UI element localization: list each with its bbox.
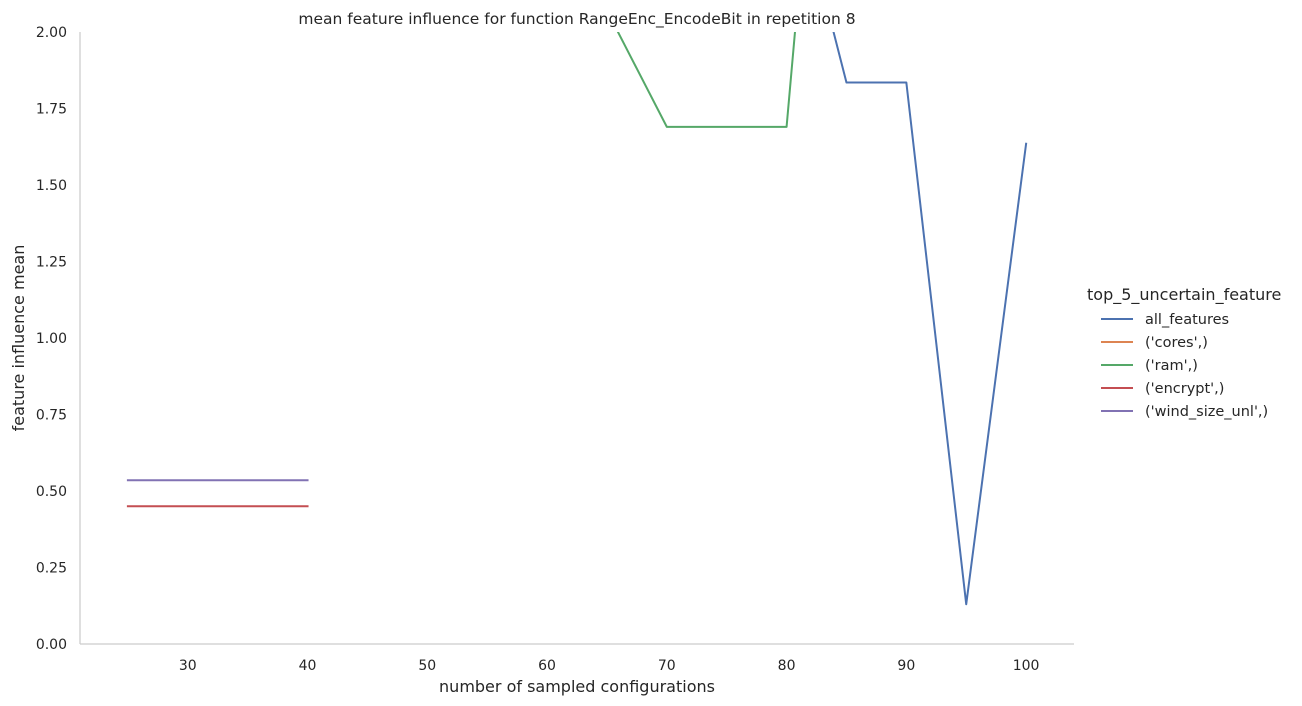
y-tick-label: 0.50 — [36, 484, 67, 500]
y-tick-label: 1.00 — [36, 331, 67, 347]
series-line-0 — [832, 32, 1028, 606]
series-line-2 — [616, 32, 796, 128]
x-tick-label: 60 — [538, 658, 556, 674]
y-tick-label: 2.00 — [36, 25, 67, 41]
legend: top_5_uncertain_feature all_features ('co… — [1087, 285, 1281, 420]
x-axis-label: number of sampled configurations — [439, 677, 715, 696]
legend-title: top_5_uncertain_feature — [1087, 285, 1281, 305]
y-tick-labels: 0.00 0.25 0.50 0.75 1.00 1.25 1.50 1.75 2.00 — [36, 25, 67, 653]
series-layer — [126, 32, 1028, 606]
x-tick-labels: 30 40 50 60 70 80 90 100 — [179, 658, 1040, 674]
y-tick-label: 0.75 — [36, 408, 67, 424]
chart-title: mean feature influence for function Rang… — [298, 10, 855, 29]
x-tick-label: 50 — [418, 658, 436, 674]
x-tick-label: 100 — [1013, 658, 1040, 674]
legend-label: ('cores',) — [1145, 335, 1208, 351]
legend-items: all_features ('cores',) ('ram',) ('encrypt'… — [1101, 312, 1268, 420]
legend-label: all_features — [1145, 312, 1229, 328]
legend-label: ('ram',) — [1145, 358, 1198, 374]
y-tick-label: 1.50 — [36, 178, 67, 194]
legend-label: ('encrypt',) — [1145, 381, 1224, 397]
x-tick-label: 80 — [778, 658, 796, 674]
y-tick-label: 0.25 — [36, 561, 67, 577]
x-tick-label: 30 — [179, 658, 197, 674]
x-tick-label: 70 — [658, 658, 676, 674]
legend-label: ('wind_size_unl',) — [1145, 404, 1268, 420]
x-tick-label: 90 — [897, 658, 915, 674]
y-axis-label: feature influence mean — [9, 245, 28, 432]
y-tick-label: 1.25 — [36, 255, 67, 271]
y-tick-label: 0.00 — [36, 637, 67, 653]
y-tick-label: 1.75 — [36, 102, 67, 118]
x-tick-label: 40 — [299, 658, 317, 674]
